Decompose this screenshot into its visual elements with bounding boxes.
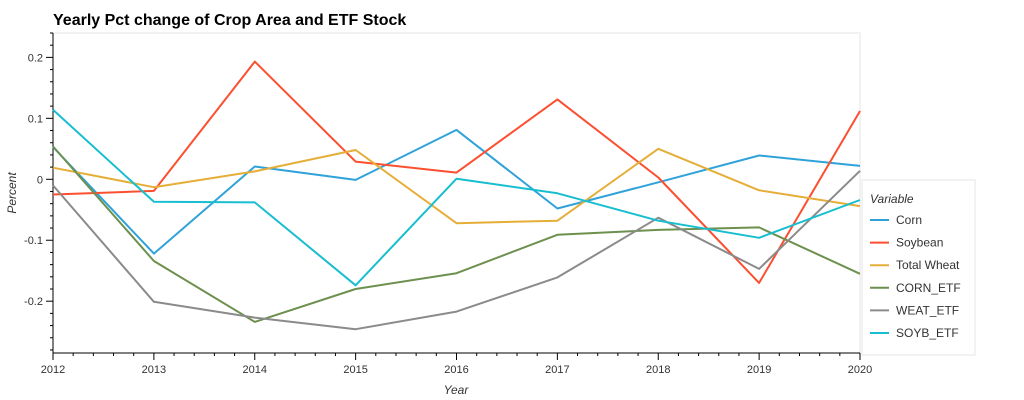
y-axis-label: Percent: [5, 172, 19, 214]
legend-label-weat-etf: WEAT_ETF: [896, 303, 959, 317]
x-tick-label: 2014: [243, 364, 267, 376]
series-line-corn-etf: [52, 145, 861, 323]
x-axis-label: Year: [444, 383, 470, 397]
series-line-soyb-etf: [52, 109, 861, 287]
x-tick-label: 2013: [142, 364, 166, 376]
x-tick-label: 2019: [747, 364, 771, 376]
y-tick-label: -0.2: [24, 296, 43, 308]
x-axis: 2012 2013 2014 2015 2016 2017 2018 2019 2020: [41, 352, 872, 376]
x-tick-label: 2012: [41, 364, 65, 376]
y-tick-label: 0.1: [28, 113, 43, 125]
y-tick-label: 0: [37, 174, 43, 186]
x-tick-label: 2016: [444, 364, 468, 376]
legend-label-total-wheat: Total Wheat: [896, 258, 960, 272]
series-line-soybean: [52, 60, 861, 284]
x-tick-label: 2017: [545, 364, 569, 376]
legend-box: [861, 179, 976, 356]
x-tick-label: 2018: [646, 364, 670, 376]
x-tick-label: 2020: [848, 364, 872, 376]
y-axis: -0.2 -0.1 0 0.1 0.2: [24, 32, 54, 353]
legend-label-corn-etf: CORN_ETF: [896, 281, 961, 295]
y-tick-label: -0.1: [24, 235, 43, 247]
series-line-corn: [52, 128, 861, 255]
legend-title: Variable: [870, 192, 914, 206]
series-line-total-wheat: [52, 147, 861, 225]
legend: Variable Corn Soybean Total Wheat CORN_ETF W…: [861, 179, 976, 356]
series-line-weat-etf: [52, 170, 861, 331]
y-tick-label: 0.2: [28, 52, 43, 64]
legend-label-corn: Corn: [896, 213, 922, 227]
legend-label-soyb-etf: SOYB_ETF: [896, 326, 959, 340]
legend-label-soybean: Soybean: [896, 236, 943, 250]
chart-title: Yearly Pct change of Crop Area and ETF S…: [53, 12, 406, 29]
x-tick-label: 2015: [343, 364, 367, 376]
series-layer: [52, 60, 861, 331]
